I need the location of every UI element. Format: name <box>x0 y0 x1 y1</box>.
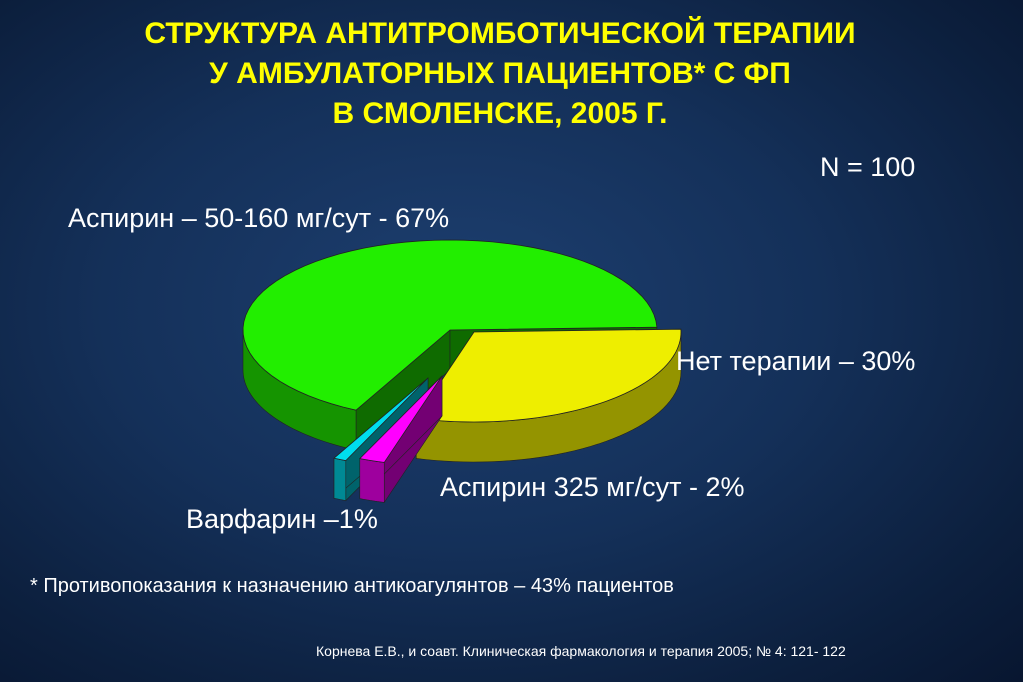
title-line-3: В СМОЛЕНСКЕ, 2005 Г. <box>332 97 668 130</box>
pie-slice-no-therapy <box>415 328 682 463</box>
citation: Корнева Е.В., и соавт. Клиническая фарма… <box>316 643 846 659</box>
slice-label-warfarin: Варфарин –1% <box>186 504 378 534</box>
footnote: * Противопоказания к назначению антикоаг… <box>30 575 674 597</box>
title-line-2: У АМБУЛАТОРНЫХ ПАЦИЕНТОВ* С ФП <box>209 57 791 90</box>
slice-label-aspirin-high-dose: Аспирин 325 мг/сут - 2% <box>440 472 745 502</box>
page-title: СТРУКТУРА АНТИТРОМБОТИЧЕСКОЙ ТЕРАПИИ У А… <box>0 14 1000 134</box>
sample-size-label: N = 100 <box>820 152 916 182</box>
slice-label-aspirin-low-dose: Аспирин – 50-160 мг/сут - 67% <box>68 203 450 233</box>
slice-label-no-therapy: Нет терапии – 30% <box>676 346 916 376</box>
title-line-1: СТРУКТУРА АНТИТРОМБОТИЧЕСКОЙ ТЕРАПИИ <box>144 17 856 50</box>
pie-slice-aspirin-high-dose <box>358 375 443 504</box>
